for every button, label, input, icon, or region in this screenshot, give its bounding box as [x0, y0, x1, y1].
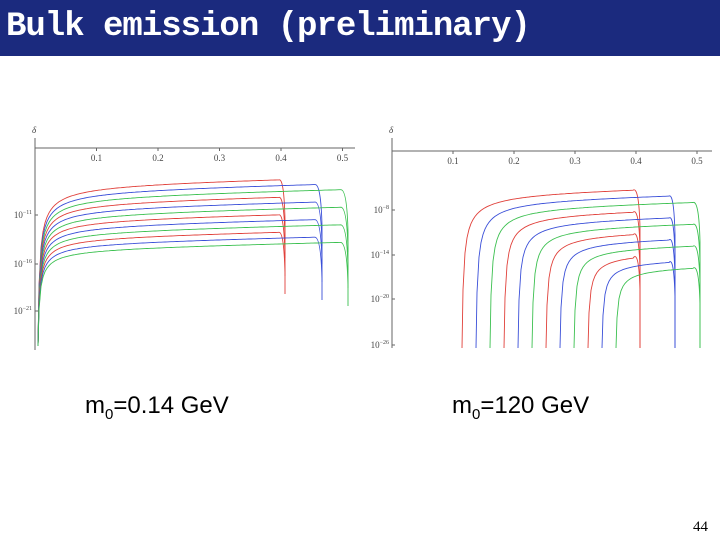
- curve: [615, 267, 701, 349]
- curve: [559, 239, 676, 349]
- x-tick-label: 0.1: [447, 156, 458, 166]
- caption: m0=120 GeV: [452, 392, 589, 423]
- y-tick-exponent: −14: [380, 250, 389, 256]
- y-tick-label: 10−16: [14, 259, 32, 269]
- x-tick-label: 0.3: [569, 156, 581, 166]
- caption-subscript: 0: [472, 405, 481, 423]
- curve: [517, 217, 676, 349]
- y-axis-label: δ: [32, 125, 37, 135]
- x-tick-label: 0.3: [214, 153, 226, 163]
- y-tick-label: 10−8: [374, 205, 389, 215]
- x-tick-label: 0.5: [691, 156, 703, 166]
- curve: [37, 206, 349, 347]
- x-tick-label: 0.4: [630, 156, 642, 166]
- y-tick-exponent: −20: [380, 294, 389, 300]
- caption-symbol: m: [452, 392, 472, 419]
- page-number: 44: [693, 519, 708, 535]
- caption-text: =120 GeV: [480, 392, 590, 419]
- y-tick-exponent: −21: [23, 306, 32, 312]
- curve: [37, 184, 323, 347]
- y-tick-label: 10−20: [371, 294, 389, 304]
- y-tick-base: 10: [371, 250, 381, 260]
- caption-text: =0.14 GeV: [113, 392, 229, 419]
- curve: [37, 201, 323, 347]
- y-tick-label: 10−26: [371, 340, 389, 350]
- curve: [545, 233, 641, 349]
- curve: [573, 245, 701, 349]
- curve: [503, 211, 641, 349]
- x-tick-label: 0.4: [275, 153, 287, 163]
- y-tick-label: 10−11: [14, 210, 32, 220]
- curve: [601, 261, 676, 349]
- caption: m0=0.14 GeV: [85, 392, 229, 423]
- curve: [37, 189, 349, 347]
- curve: [37, 219, 323, 347]
- curve: [587, 256, 641, 349]
- curve: [37, 241, 349, 347]
- x-tick-label: 0.2: [508, 156, 519, 166]
- curve: [37, 179, 286, 347]
- curve: [531, 223, 701, 349]
- caption-symbol: m: [85, 392, 105, 419]
- curve: [37, 196, 286, 347]
- y-tick-exponent: −11: [23, 210, 32, 216]
- y-tick-label: 10−21: [14, 306, 32, 316]
- caption-subscript: 0: [105, 405, 114, 423]
- curve: [461, 189, 641, 349]
- x-tick-label: 0.5: [337, 153, 349, 163]
- curve: [475, 195, 676, 349]
- y-tick-base: 10: [14, 259, 24, 269]
- curve: [489, 202, 701, 349]
- y-tick-exponent: −26: [380, 340, 389, 346]
- y-tick-exponent: −16: [23, 259, 32, 265]
- x-tick-label: 0.2: [152, 153, 163, 163]
- y-axis-label: δ: [389, 125, 394, 135]
- y-tick-label: 10−14: [371, 250, 389, 260]
- y-tick-base: 10: [371, 294, 381, 304]
- y-tick-base: 10: [371, 340, 381, 350]
- y-tick-base: 10: [374, 205, 384, 215]
- curve: [37, 214, 286, 347]
- curve: [37, 224, 349, 347]
- y-tick-base: 10: [14, 306, 24, 316]
- curve: [37, 236, 323, 347]
- slide-title: Bulk emission (preliminary): [6, 8, 531, 46]
- x-tick-label: 0.1: [91, 153, 102, 163]
- title-bar: Bulk emission (preliminary): [0, 0, 720, 56]
- y-tick-base: 10: [14, 210, 24, 220]
- curve: [37, 231, 286, 347]
- y-tick-exponent: −8: [383, 205, 389, 211]
